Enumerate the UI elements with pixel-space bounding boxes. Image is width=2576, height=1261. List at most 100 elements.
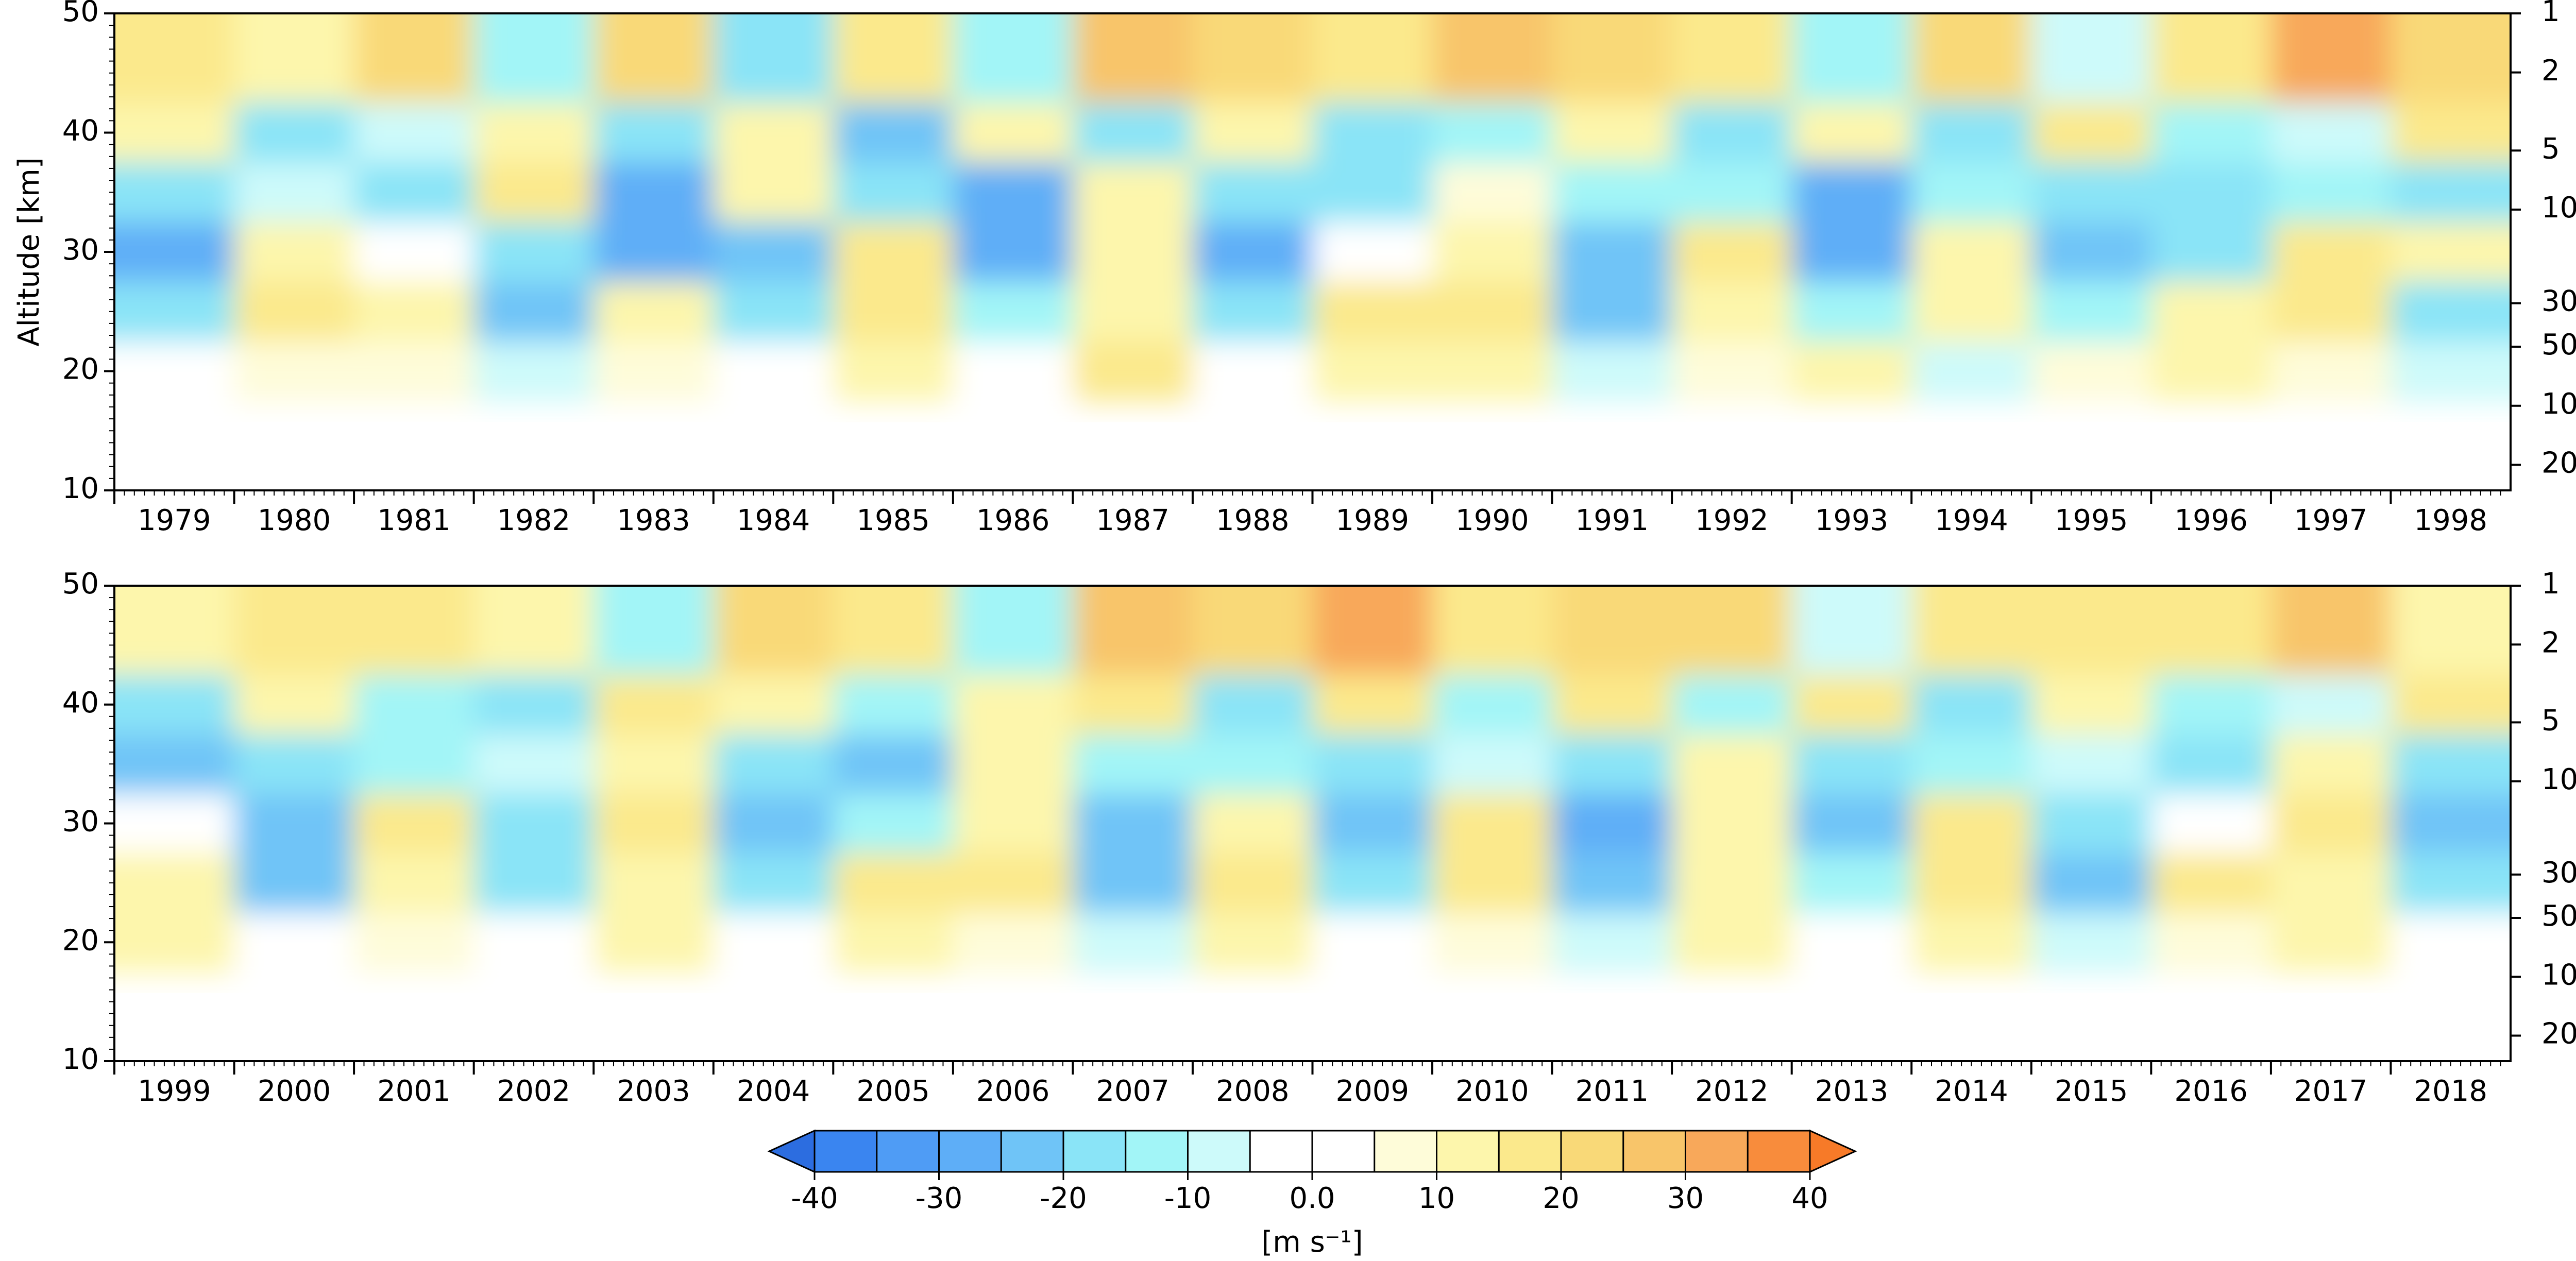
y-tick-label: 20 [62,353,99,386]
cell [2270,13,2392,103]
y2-tick-label: 30 [2541,856,2576,890]
cell [953,793,1074,854]
x-tick-label: 1991 [1575,504,1649,537]
x-tick-label: 1993 [1815,504,1889,537]
cell [1073,675,1193,735]
cell [114,341,235,401]
cell [1192,162,1313,223]
x-tick-label: 2008 [1216,1075,1290,1108]
cell [354,793,474,854]
cell [594,281,714,342]
cell [114,281,235,342]
cell [234,586,355,675]
colorbar-cell [876,1131,940,1172]
cell [2391,103,2511,163]
cell [1552,675,1673,735]
cell [594,793,714,854]
y-tick-label: 40 [62,686,99,720]
cell [1312,853,1433,913]
cell [953,734,1074,794]
cell [2270,281,2392,342]
cell [833,793,954,854]
cell [354,162,474,223]
x-tick-label: 1998 [2414,504,2487,537]
x-tick-label: 1984 [737,504,810,537]
cell [1672,103,1792,163]
colorbar-cell [1001,1131,1064,1172]
cell [1911,222,2032,282]
cell [953,853,1074,913]
cell [2151,162,2272,223]
cell [833,675,954,735]
cell [1192,103,1313,163]
cell [2391,675,2511,735]
cell [1192,853,1313,913]
cell [1073,912,1193,972]
cell [1073,586,1193,675]
cell [2391,734,2511,794]
plot-area [114,586,2511,972]
x-tick-label: 2010 [1455,1075,1529,1108]
cell [354,103,474,163]
cell [1672,13,1792,103]
cell [1312,222,1433,282]
cell [833,586,954,675]
cell [2031,222,2152,282]
cell [1911,675,2032,735]
cell [1432,734,1553,794]
cell [2391,793,2511,854]
cell [234,853,355,913]
cell [1552,162,1673,223]
cell [953,103,1074,163]
x-tick-label: 2016 [2174,1075,2248,1108]
cell [2031,734,2152,794]
cell [1911,793,2032,854]
cell [1192,222,1313,282]
cell [833,281,954,342]
cell [2031,675,2152,735]
cell [1552,13,1673,103]
y-tick-label: 50 [62,0,99,28]
cell [1432,675,1553,735]
cell [713,281,834,342]
cell [2031,793,2152,854]
cell [114,675,235,735]
cell [594,586,714,675]
cell [1911,13,2032,103]
colorbar-label: [m s⁻¹] [1261,1225,1363,1259]
cell [594,675,714,735]
cell [833,734,954,794]
cell [354,341,474,401]
x-tick-label: 2018 [2414,1075,2487,1108]
colorbar-cell [1623,1131,1686,1172]
cell [2031,586,2152,675]
y2-tick-label: 10 [2541,191,2576,225]
cell [1432,912,1553,972]
x-tick-label: 1995 [2055,504,2128,537]
x-tick-label: 2006 [976,1075,1050,1108]
x-tick-label: 1989 [1336,504,1410,537]
cell [2391,222,2511,282]
x-tick-label: 2005 [856,1075,930,1108]
cell [1791,103,1912,163]
colorbar-extend-low [767,1129,816,1173]
cell [1073,103,1193,163]
cell [1791,586,1912,675]
x-tick-label: 2013 [1815,1075,1889,1108]
x-tick-label: 1987 [1096,504,1170,537]
cell [114,734,235,794]
cell [1911,734,2032,794]
colorbar-extend-high [1809,1129,1857,1173]
colorbar-cell [1125,1131,1189,1172]
cell [594,103,714,163]
cell [1552,793,1673,854]
cell [1911,912,2032,972]
colorbar-cell [1374,1131,1437,1172]
cell [1552,103,1673,163]
cell [1791,912,1912,972]
cell [234,341,355,401]
cell [1192,912,1313,972]
cell [833,853,954,913]
x-tick-label: 1996 [2174,504,2248,537]
cell [114,586,235,675]
